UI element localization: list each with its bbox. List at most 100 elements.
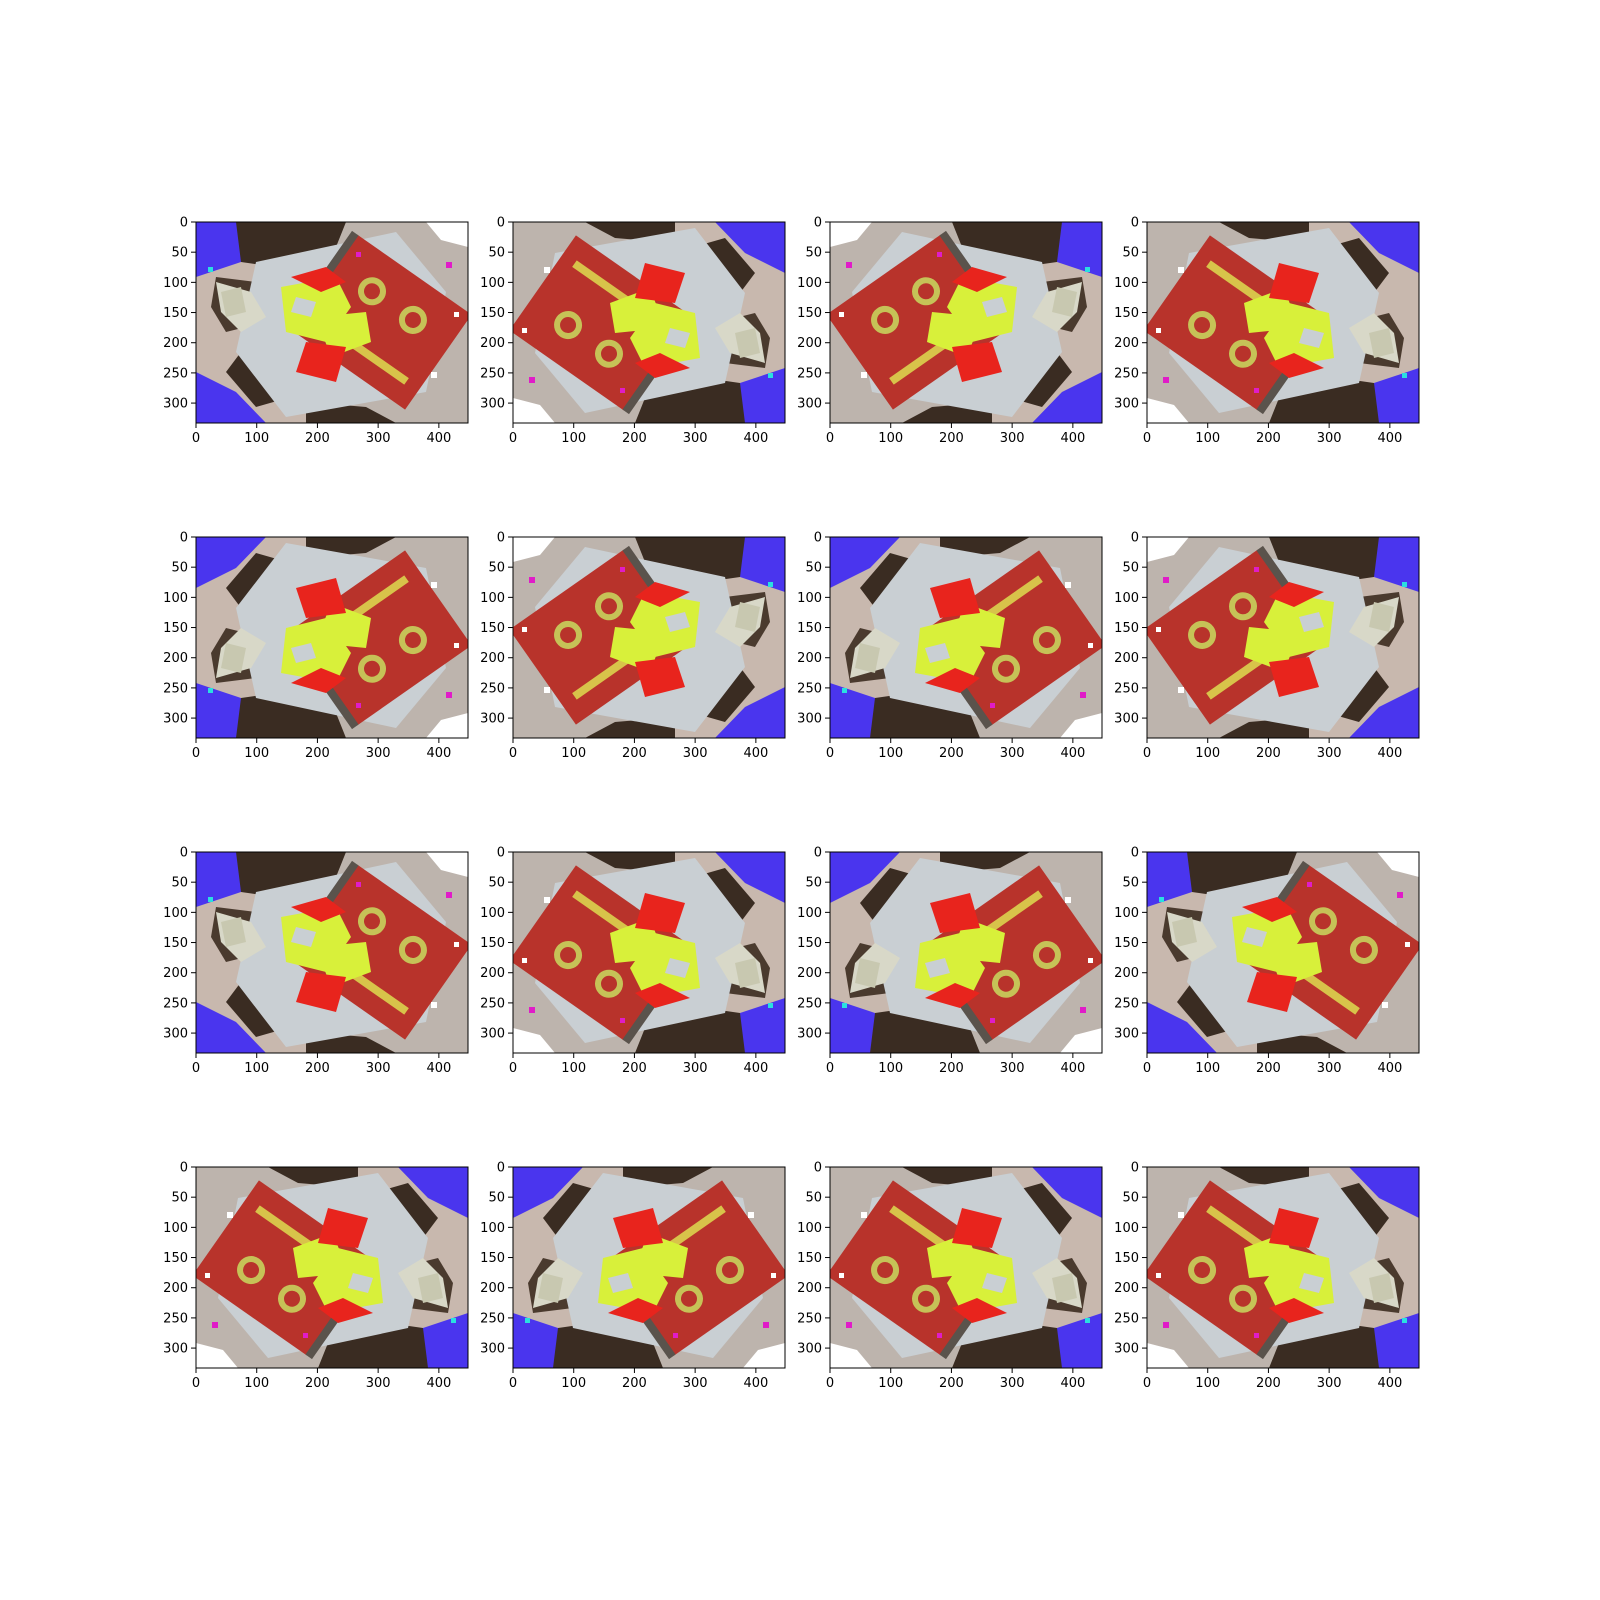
y-tick-label: 50 <box>488 1191 505 1206</box>
y-tick-label: 200 <box>797 1281 822 1296</box>
y-tick-label: 0 <box>1131 531 1139 546</box>
x-tick-label: 0 <box>509 431 517 446</box>
x-tick-label: 400 <box>743 746 768 761</box>
y-tick-label: 50 <box>1122 1191 1139 1206</box>
y-tick-label: 50 <box>1122 561 1139 576</box>
x-tick-label: 100 <box>878 431 903 446</box>
y-tick-label: 150 <box>1114 306 1139 321</box>
x-tick-label: 200 <box>622 1376 647 1391</box>
x-tick-label: 300 <box>1000 431 1025 446</box>
y-tick-label: 300 <box>163 712 188 727</box>
subplot-image <box>1143 537 1419 738</box>
x-tick-label: 400 <box>426 431 451 446</box>
subplot-image <box>196 852 472 1053</box>
x-tick-label: 400 <box>743 1061 768 1076</box>
subplot-image <box>513 1167 789 1368</box>
x-tick-label: 0 <box>509 746 517 761</box>
y-tick-label: 150 <box>797 621 822 636</box>
y-tick-label: 0 <box>814 1161 822 1176</box>
subplot-13: 0 100 200 300 400 0 50 100 150 200 250 300 <box>163 1161 469 1391</box>
x-tick-label: 300 <box>683 431 708 446</box>
y-tick-label: 200 <box>480 1281 505 1296</box>
y-tick-label: 100 <box>480 276 505 291</box>
y-tick-label: 250 <box>480 366 505 381</box>
subplot-image <box>826 222 1102 423</box>
y-tick-label: 100 <box>163 1221 188 1236</box>
x-tick-label: 100 <box>561 1061 586 1076</box>
y-tick-label: 200 <box>1114 1281 1139 1296</box>
y-tick-label: 200 <box>163 966 188 981</box>
y-tick-label: 250 <box>480 996 505 1011</box>
y-tick-label: 100 <box>1114 276 1139 291</box>
y-tick-label: 200 <box>163 1281 188 1296</box>
y-tick-label: 300 <box>480 712 505 727</box>
x-tick-label: 200 <box>622 431 647 446</box>
y-tick-label: 300 <box>797 1342 822 1357</box>
x-tick-label: 200 <box>305 746 330 761</box>
subplot-9: 0 100 200 300 400 0 50 100 150 200 250 300 <box>163 846 472 1076</box>
axes-frame <box>512 1166 786 1369</box>
axes-frame <box>195 536 469 739</box>
y-tick-label: 100 <box>163 276 188 291</box>
x-tick-label: 100 <box>244 1061 269 1076</box>
subplot-3: 0 100 200 300 400 0 50 100 150 200 250 300 <box>797 216 1103 446</box>
y-tick-label: 50 <box>1122 246 1139 261</box>
y-tick-label: 100 <box>797 591 822 606</box>
x-tick-label: 0 <box>826 1061 834 1076</box>
axes-frame <box>512 536 786 739</box>
y-tick-label: 300 <box>1114 712 1139 727</box>
subplot-8: 0 100 200 300 400 0 50 100 150 200 250 300 <box>1114 531 1420 761</box>
y-tick-label: 50 <box>488 246 505 261</box>
subplot-4: 0 100 200 300 400 0 50 100 150 200 250 300 <box>1114 216 1420 446</box>
x-tick-label: 300 <box>1000 1376 1025 1391</box>
x-tick-label: 300 <box>366 431 391 446</box>
subplot-7: 0 100 200 300 400 0 50 100 150 200 250 300 <box>797 531 1103 761</box>
axes-frame <box>512 221 786 424</box>
subplot-image <box>830 852 1106 1053</box>
y-tick-label: 250 <box>163 996 188 1011</box>
x-tick-label: 200 <box>305 431 330 446</box>
x-tick-label: 100 <box>561 746 586 761</box>
x-tick-label: 0 <box>192 1376 200 1391</box>
axes-frame <box>1146 851 1420 1054</box>
y-tick-label: 250 <box>797 366 822 381</box>
y-tick-label: 100 <box>1114 1221 1139 1236</box>
y-tick-label: 50 <box>171 561 188 576</box>
subplot-image <box>1143 1167 1419 1368</box>
y-tick-label: 50 <box>171 1191 188 1206</box>
y-tick-label: 250 <box>163 1311 188 1326</box>
x-tick-label: 100 <box>1195 746 1220 761</box>
y-tick-label: 150 <box>480 621 505 636</box>
x-tick-label: 400 <box>1060 746 1085 761</box>
x-tick-label: 400 <box>1060 1061 1085 1076</box>
y-tick-label: 200 <box>797 651 822 666</box>
y-tick-label: 150 <box>480 1251 505 1266</box>
y-tick-label: 200 <box>797 336 822 351</box>
x-tick-label: 0 <box>826 746 834 761</box>
axes-frame <box>1146 1166 1420 1369</box>
y-tick-label: 250 <box>480 681 505 696</box>
axes-frame <box>195 851 469 1054</box>
y-tick-label: 300 <box>797 1027 822 1042</box>
x-tick-label: 200 <box>1256 746 1281 761</box>
y-tick-label: 200 <box>797 966 822 981</box>
y-tick-label: 300 <box>1114 1027 1139 1042</box>
x-tick-label: 200 <box>939 1061 964 1076</box>
axes-frame <box>512 851 786 1054</box>
subplot-15: 0 100 200 300 400 0 50 100 150 200 250 300 <box>797 1161 1103 1391</box>
y-tick-label: 250 <box>163 366 188 381</box>
y-tick-label: 150 <box>163 621 188 636</box>
y-tick-label: 200 <box>163 651 188 666</box>
x-tick-label: 400 <box>426 746 451 761</box>
y-tick-label: 0 <box>180 531 188 546</box>
y-tick-label: 200 <box>480 336 505 351</box>
y-tick-label: 50 <box>171 246 188 261</box>
x-tick-label: 100 <box>244 746 269 761</box>
y-tick-label: 150 <box>163 306 188 321</box>
y-tick-label: 100 <box>480 906 505 921</box>
y-tick-label: 200 <box>480 966 505 981</box>
y-tick-label: 150 <box>797 936 822 951</box>
y-tick-label: 100 <box>163 906 188 921</box>
y-tick-label: 0 <box>814 531 822 546</box>
y-tick-label: 300 <box>480 1027 505 1042</box>
